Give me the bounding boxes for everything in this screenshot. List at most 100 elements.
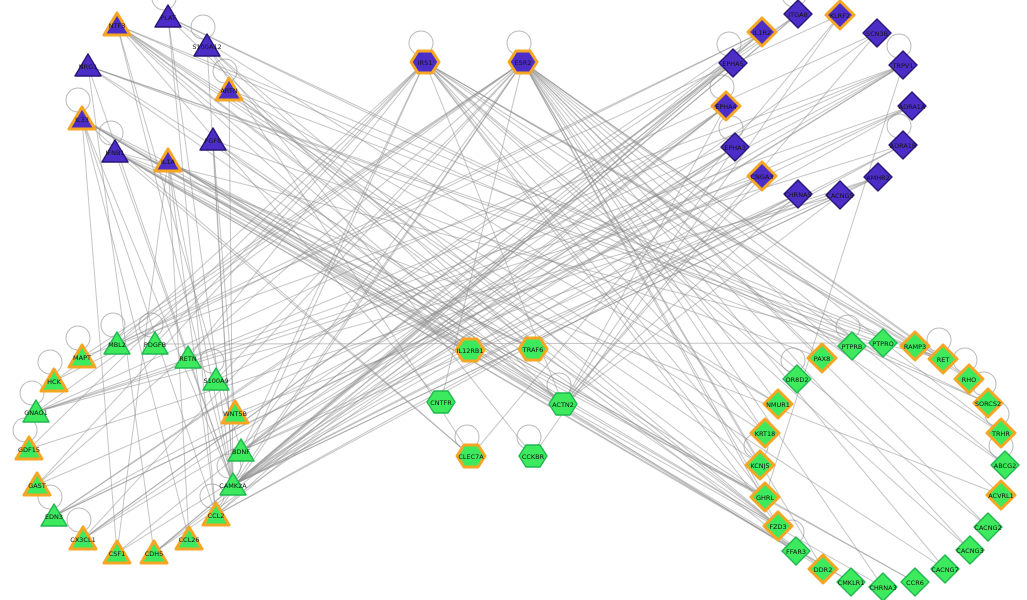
edge-PLAT-NMUR1	[167, 16, 779, 405]
diamond-shape	[718, 48, 748, 78]
node-IL12RB1[interactable]: IL12RB1	[454, 337, 486, 363]
node-ITGA8[interactable]: ITGA8	[783, 0, 813, 29]
edge-IRS1-GDF15	[28, 61, 426, 450]
node-IRS1[interactable]: IRS1	[409, 49, 441, 75]
node-CNTFR[interactable]: CNTFR	[426, 390, 456, 414]
node-CCKBR[interactable]: CCKBR	[518, 444, 548, 468]
edge-IL1R2-CAMK2A	[232, 31, 763, 486]
node-AMHR2[interactable]: AMHR2	[863, 162, 893, 192]
node-NMUR1[interactable]: NMUR1	[762, 388, 794, 420]
hexagon-shape	[426, 390, 456, 414]
node-HCK[interactable]: HCK	[39, 367, 69, 393]
triangle-shape	[74, 53, 102, 77]
diamond-shape	[927, 343, 959, 375]
edge-PLAT-CAMK2A	[167, 16, 234, 486]
edge-TRPV1-BDNF	[240, 64, 904, 452]
edge-EPHA5-CX3CL1	[82, 62, 734, 540]
diamond-shape	[930, 554, 960, 584]
diamond-shape	[746, 160, 778, 192]
node-ESR2[interactable]: ESR2	[507, 49, 539, 75]
node-RAMP3[interactable]: RAMP3	[899, 330, 931, 362]
node-RET[interactable]: RET	[927, 343, 959, 375]
node-IL1A[interactable]: IL1A	[153, 147, 183, 173]
node-IL33[interactable]: IL33	[67, 105, 97, 131]
node-CDH5[interactable]: CDH5	[139, 539, 169, 565]
node-ADRA1A[interactable]: ADRA1A	[897, 91, 927, 121]
node-ABCG2[interactable]: ABCG2	[990, 450, 1020, 480]
edge-ESR2-CACNG3	[522, 61, 971, 551]
node-ARTN[interactable]: ARTN	[214, 76, 244, 102]
diamond-shape	[990, 450, 1020, 480]
node-WNT5B[interactable]: WNT5B	[220, 399, 250, 425]
node-CMKLR1[interactable]: CMKLR1	[836, 567, 866, 597]
node-CACNG3[interactable]: CACNG3	[955, 535, 985, 565]
edge-ESR2-MAPT	[81, 61, 524, 358]
edge-IRS1-KCNJ5	[424, 61, 761, 466]
edge-NTF3-ACTN2	[116, 24, 564, 405]
edge-CACNG5-GNAO1	[35, 194, 841, 413]
edge-ESR2-HCK	[53, 61, 524, 382]
node-ACTN2[interactable]: ACTN2	[548, 392, 578, 416]
edge-ESR2-S100A9	[215, 61, 524, 381]
node-TRPV1[interactable]: TRPV1	[888, 50, 918, 80]
edge-EPHA5-BDNF	[240, 62, 734, 452]
self-loop-CAMK2A	[216, 453, 242, 479]
node-SORCS2[interactable]: SORCS2	[972, 387, 1004, 419]
node-OR8D2[interactable]: OR8D2	[782, 364, 812, 394]
diamond-shape	[899, 330, 931, 362]
edge-TRPV1-GHRL	[764, 64, 904, 498]
node-SCN3B[interactable]: SCN3B	[862, 18, 892, 48]
node-EPHA5[interactable]: EPHA5	[718, 48, 748, 78]
hexagon-shape	[518, 444, 548, 468]
edge-IRS1-BDNF	[240, 61, 426, 452]
diamond-shape	[807, 553, 839, 585]
node-CSF1[interactable]: CSF1	[102, 539, 132, 565]
node-CLEC7A[interactable]: CLEC7A	[455, 443, 487, 469]
node-EDN3[interactable]: EDN3	[40, 503, 68, 527]
edge-ARTN-NMUR1	[228, 89, 779, 405]
edge-TRPV1-S100A9	[215, 64, 904, 381]
node-CACNG7[interactable]: CACNG7	[930, 554, 960, 584]
node-PTPRB[interactable]: PTPRB	[837, 331, 867, 361]
triangle-shape	[14, 435, 44, 461]
node-KLRF2[interactable]: KLRF2	[824, 0, 856, 31]
edge-IL33-CAMK2A	[81, 118, 234, 486]
node-CCR6[interactable]: CCR6	[900, 567, 930, 597]
node-ADRA1B[interactable]: ADRA1B	[888, 130, 918, 160]
edge-EPHA3-ACTN2	[562, 146, 736, 405]
diamond-shape	[782, 364, 812, 394]
node-FGF8[interactable]: FGF8	[199, 127, 227, 151]
edge-CNGA3-CAMK2A	[232, 175, 763, 486]
node-NTF3[interactable]: NTF3	[102, 11, 132, 37]
edge-IRS1-RETN	[187, 61, 426, 359]
triangle-shape	[39, 367, 69, 393]
node-CHRNA3[interactable]: CHRNA3	[868, 572, 898, 600]
node-CCL26[interactable]: CCL26	[174, 525, 204, 551]
node-S100A9[interactable]: S100A9	[202, 367, 230, 391]
node-RHO[interactable]: RHO	[953, 363, 985, 395]
node-PLAT[interactable]: PLAT	[154, 4, 182, 28]
diamond-shape	[955, 535, 985, 565]
edge-SCN3B-GNAO1	[35, 32, 878, 413]
triangle-shape	[202, 367, 230, 391]
triangle-shape	[139, 539, 169, 565]
node-CACNG5[interactable]: CACNG5	[825, 180, 855, 210]
node-TRHR[interactable]: TRHR	[985, 417, 1017, 449]
edge-TRPV1-MAPT	[81, 64, 904, 358]
node-GNAO1[interactable]: GNAO1	[22, 399, 50, 423]
node-CX3CL1[interactable]: CX3CL1	[68, 525, 98, 551]
edge-IRS1-CACNG3	[424, 61, 971, 551]
node-GAST[interactable]: GAST	[22, 471, 52, 497]
node-KRT18[interactable]: KRT18	[749, 417, 781, 449]
node-ACVRL1[interactable]: ACVRL1	[985, 479, 1017, 511]
hexagon-shape	[455, 443, 487, 469]
edge-EPHA4-CCL2	[215, 105, 727, 516]
node-IL1R2[interactable]: IL1R2	[746, 16, 778, 48]
edge-IRS1-GAST	[36, 61, 426, 486]
node-FZD3[interactable]: FZD3	[762, 510, 794, 542]
edge-CHRNA5-CCL2	[215, 193, 799, 516]
node-NRG1[interactable]: NRG1	[74, 53, 102, 77]
node-TRAF6[interactable]: TRAF6	[517, 336, 549, 362]
edge-NRG1-PTPRO	[87, 65, 884, 344]
edge-EPHA4-CDH5	[153, 105, 727, 554]
